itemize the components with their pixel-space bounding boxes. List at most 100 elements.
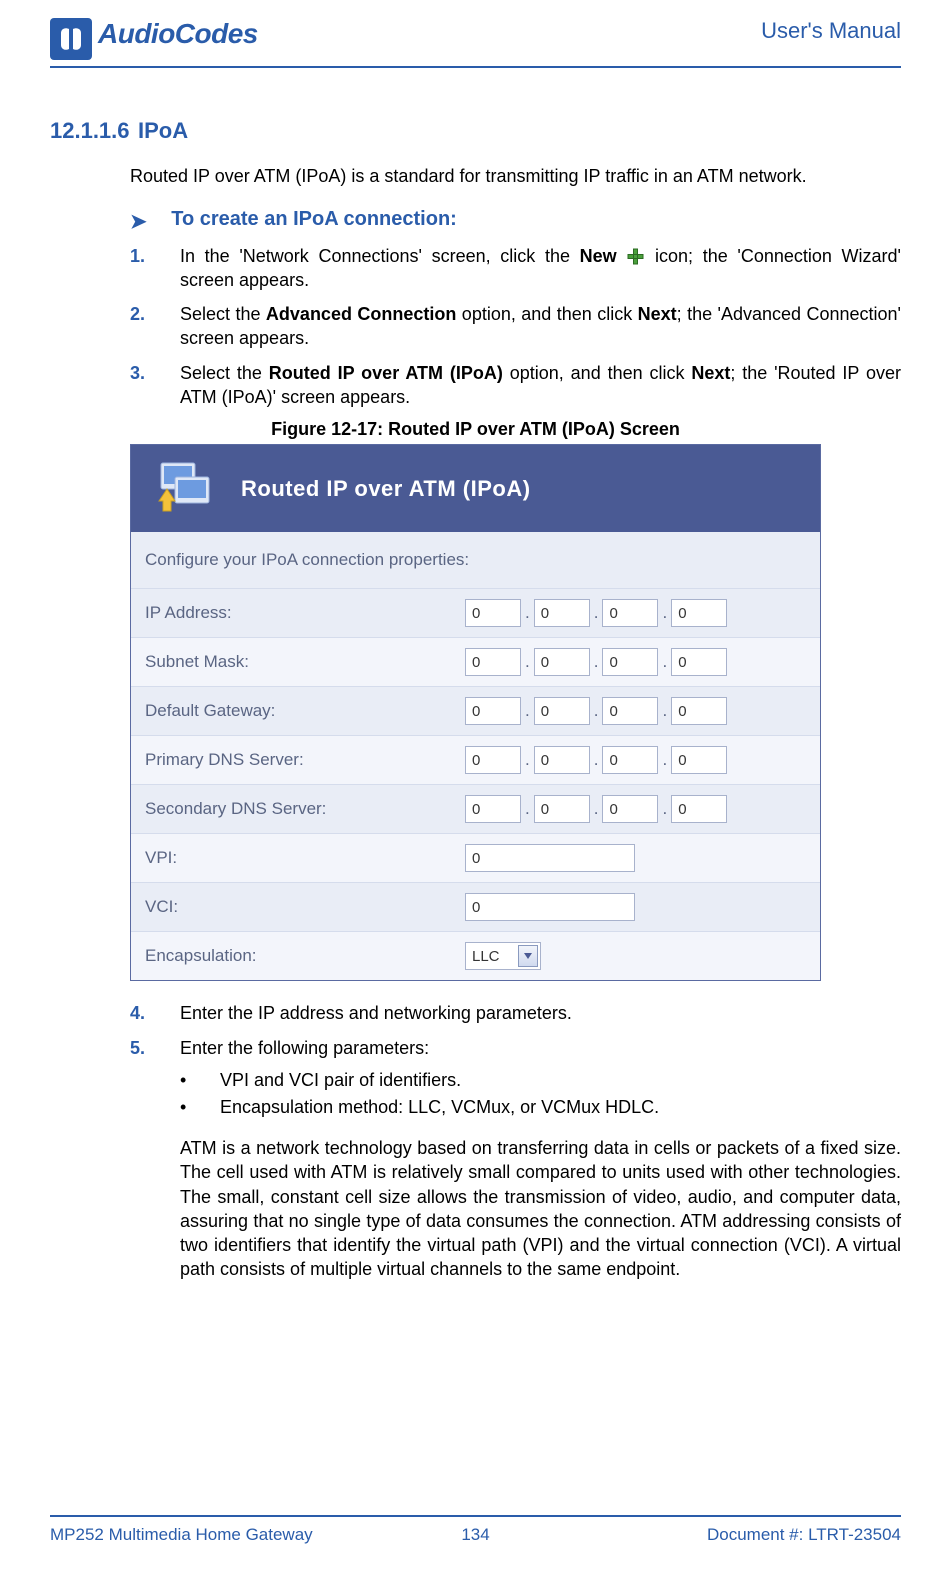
bold-text: Advanced Connection	[266, 304, 456, 324]
gw-octet-2[interactable]	[534, 697, 590, 725]
step-number: 1.	[130, 244, 180, 293]
bullet-icon: •	[180, 1097, 220, 1118]
text: option, and then click	[456, 304, 637, 324]
bold-next: Next	[638, 304, 677, 324]
step-number: 2.	[130, 302, 180, 351]
dns2-octet-1[interactable]	[465, 795, 521, 823]
bold-next: Next	[691, 363, 730, 383]
dot-icon: .	[660, 799, 669, 819]
dot-icon: .	[660, 652, 669, 672]
mask-octet-1[interactable]	[465, 648, 521, 676]
text: Select the	[180, 363, 269, 383]
logo-mark-icon	[50, 18, 92, 60]
procedure-heading: ➤ To create an IPoA connection:	[130, 208, 901, 233]
row-vpi: VPI:	[131, 833, 820, 882]
gw-octet-1[interactable]	[465, 697, 521, 725]
row-secondary-dns: Secondary DNS Server: . . .	[131, 784, 820, 833]
step-4: 4. Enter the IP address and networking p…	[130, 1001, 901, 1025]
bullet-2: • Encapsulation method: LLC, VCMux, or V…	[180, 1097, 901, 1118]
ip-octet-2[interactable]	[534, 599, 590, 627]
dot-icon: .	[592, 603, 601, 623]
dns1-octet-3[interactable]	[602, 746, 658, 774]
brand-name: AudioCodes	[98, 18, 258, 50]
ipoa-config-panel: Routed IP over ATM (IPoA) Configure your…	[130, 444, 821, 981]
gw-octet-4[interactable]	[671, 697, 727, 725]
row-encapsulation: Encapsulation: LLC	[131, 931, 820, 980]
row-subnet-mask: Subnet Mask: . . .	[131, 637, 820, 686]
figure-caption: Figure 12-17: Routed IP over ATM (IPoA) …	[50, 419, 901, 440]
dns2-octet-2[interactable]	[534, 795, 590, 823]
select-value: LLC	[472, 948, 512, 965]
dot-icon: .	[523, 603, 532, 623]
dot-icon: .	[523, 750, 532, 770]
panel-title: Routed IP over ATM (IPoA)	[241, 476, 531, 502]
dns1-octet-4[interactable]	[671, 746, 727, 774]
dns2-octet-3[interactable]	[602, 795, 658, 823]
dot-icon: .	[592, 799, 601, 819]
footer-right: Document #: LTRT-23504	[490, 1525, 901, 1545]
bullet-text: VPI and VCI pair of identifiers.	[220, 1070, 461, 1091]
step-text: Select the Routed IP over ATM (IPoA) opt…	[180, 361, 901, 410]
page-footer: MP252 Multimedia Home Gateway 134 Docume…	[50, 1515, 901, 1545]
row-label: Subnet Mask:	[145, 652, 465, 672]
ip-address-inputs: . . .	[465, 599, 727, 627]
vpi-input[interactable]	[465, 844, 635, 872]
mask-octet-2[interactable]	[534, 648, 590, 676]
dns1-octet-1[interactable]	[465, 746, 521, 774]
panel-subtitle: Configure your IPoA connection propertie…	[131, 532, 820, 588]
step-3: 3. Select the Routed IP over ATM (IPoA) …	[130, 361, 901, 410]
step-5: 5. Enter the following parameters:	[130, 1036, 901, 1060]
new-plus-icon	[626, 247, 645, 266]
encapsulation-select[interactable]: LLC	[465, 942, 541, 970]
mask-octet-3[interactable]	[602, 648, 658, 676]
bold-new: New	[580, 246, 617, 266]
bullet-1: • VPI and VCI pair of identifiers.	[180, 1070, 901, 1091]
bullet-text: Encapsulation method: LLC, VCMux, or VCM…	[220, 1097, 659, 1118]
ip-octet-4[interactable]	[671, 599, 727, 627]
step-number: 5.	[130, 1036, 180, 1060]
bullet-icon: •	[180, 1070, 220, 1091]
step-2: 2. Select the Advanced Connection option…	[130, 302, 901, 351]
dns2-octet-4[interactable]	[671, 795, 727, 823]
dot-icon: .	[523, 701, 532, 721]
text: option, and then click	[503, 363, 691, 383]
row-label: IP Address:	[145, 603, 465, 623]
text: In the 'Network Connections' screen, cli…	[180, 246, 580, 266]
page-number: 134	[461, 1525, 489, 1545]
footer-left: MP252 Multimedia Home Gateway	[50, 1525, 461, 1545]
atm-paragraph: ATM is a network technology based on tra…	[180, 1136, 901, 1282]
dot-icon: .	[660, 603, 669, 623]
row-label: Primary DNS Server:	[145, 750, 465, 770]
row-vci: VCI:	[131, 882, 820, 931]
arrow-icon: ➤	[130, 211, 147, 233]
row-default-gateway: Default Gateway: . . .	[131, 686, 820, 735]
step-1: 1. In the 'Network Connections' screen, …	[130, 244, 901, 293]
dot-icon: .	[592, 701, 601, 721]
step-text: Enter the following parameters:	[180, 1036, 901, 1060]
chevron-down-icon	[518, 945, 538, 967]
dot-icon: .	[592, 750, 601, 770]
gw-octet-3[interactable]	[602, 697, 658, 725]
step-text: Enter the IP address and networking para…	[180, 1001, 901, 1025]
dot-icon: .	[592, 652, 601, 672]
subnet-mask-inputs: . . .	[465, 648, 727, 676]
page-header: AudioCodes User's Manual	[50, 0, 901, 68]
brand-logo: AudioCodes	[50, 18, 258, 60]
ip-octet-1[interactable]	[465, 599, 521, 627]
dot-icon: .	[660, 701, 669, 721]
gateway-inputs: . . .	[465, 697, 727, 725]
secondary-dns-inputs: . . .	[465, 795, 727, 823]
dns1-octet-2[interactable]	[534, 746, 590, 774]
row-primary-dns: Primary DNS Server: . . .	[131, 735, 820, 784]
ip-octet-3[interactable]	[602, 599, 658, 627]
section-heading: 12.1.1.6 IPoA	[50, 118, 901, 144]
mask-octet-4[interactable]	[671, 648, 727, 676]
row-label: Encapsulation:	[145, 946, 465, 966]
dot-icon: .	[523, 652, 532, 672]
section-intro: Routed IP over ATM (IPoA) is a standard …	[130, 164, 901, 188]
row-label: VPI:	[145, 848, 465, 868]
vci-input[interactable]	[465, 893, 635, 921]
row-label: Secondary DNS Server:	[145, 799, 465, 819]
primary-dns-inputs: . . .	[465, 746, 727, 774]
row-label: VCI:	[145, 897, 465, 917]
